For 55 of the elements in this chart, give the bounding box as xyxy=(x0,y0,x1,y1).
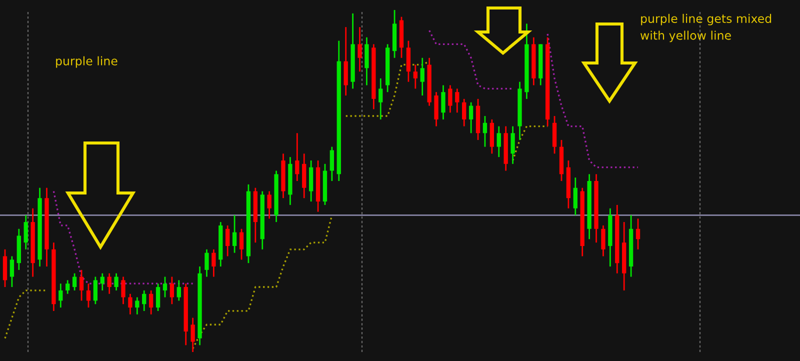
candlestick xyxy=(406,40,411,83)
candlestick xyxy=(302,152,306,199)
candlestick xyxy=(601,224,606,257)
candlestick xyxy=(510,126,515,165)
candlestick xyxy=(573,176,578,216)
candlestick xyxy=(490,118,494,154)
candlestick xyxy=(330,146,334,182)
candlestick xyxy=(58,282,63,308)
candlestick xyxy=(128,293,132,316)
candlestick xyxy=(344,26,348,96)
candlestick xyxy=(142,290,146,312)
candlestick xyxy=(10,256,14,288)
candlestick xyxy=(226,224,230,257)
candlestick xyxy=(308,160,314,202)
candlestick xyxy=(462,98,466,127)
candlestick xyxy=(420,57,424,96)
candlestick xyxy=(267,190,272,220)
candlestick xyxy=(496,126,501,158)
candlestick xyxy=(364,36,369,86)
candlestick xyxy=(2,248,8,288)
candlestick xyxy=(156,282,160,312)
candlestick xyxy=(107,272,112,295)
candlestick xyxy=(204,248,209,278)
candlestick xyxy=(482,115,488,148)
candlestick xyxy=(413,64,418,90)
candlestick xyxy=(93,276,98,305)
candlestick xyxy=(212,248,216,278)
candlestick xyxy=(455,88,460,114)
annotation: purple line gets mixed with yellow line xyxy=(640,14,772,42)
candlestick xyxy=(441,84,446,120)
candlestick xyxy=(434,91,438,127)
candlestick xyxy=(170,276,174,305)
candlestick xyxy=(79,269,84,302)
candlestick xyxy=(295,132,300,182)
candlestick xyxy=(190,317,195,352)
candlestick xyxy=(552,115,557,154)
candlestick xyxy=(448,84,452,114)
candlestick xyxy=(358,26,362,72)
candlestick xyxy=(636,218,640,250)
candlestick xyxy=(121,276,126,305)
candlestick xyxy=(72,272,77,292)
candlestick xyxy=(468,102,474,134)
candlestick xyxy=(114,272,118,292)
candlestick xyxy=(378,78,383,120)
candlestick xyxy=(232,214,237,254)
candlestick xyxy=(148,290,154,316)
candlestick xyxy=(135,296,140,316)
candlestick xyxy=(162,276,168,298)
candlestick xyxy=(176,279,181,302)
annotation: purple line xyxy=(56,56,118,68)
candlestick xyxy=(66,279,70,295)
candlestick xyxy=(86,282,91,308)
candlestick xyxy=(239,228,244,260)
candlestick xyxy=(100,272,104,292)
candlestick xyxy=(24,214,28,250)
